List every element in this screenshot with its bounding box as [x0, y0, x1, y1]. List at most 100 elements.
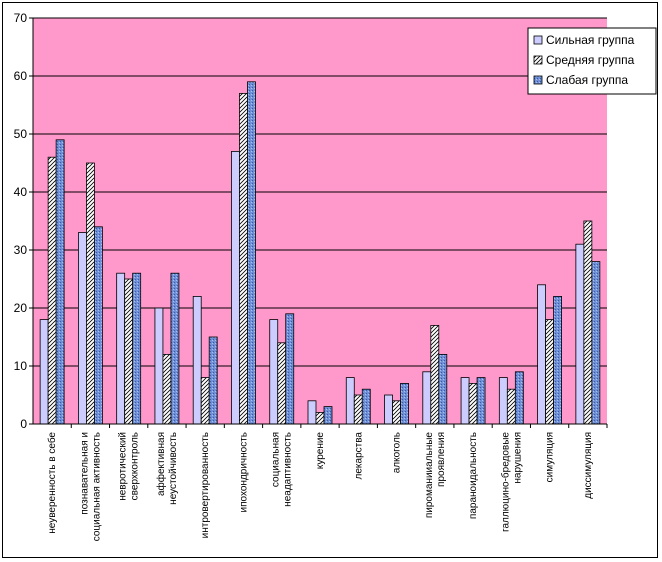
y-tick-label: 10: [14, 359, 28, 373]
bar: [86, 162, 95, 425]
x-tick-label: неуверенность в себе: [46, 432, 58, 534]
x-tick-label-line: неустойчивость: [168, 432, 179, 505]
x-tick-label: диссимуляция: [583, 432, 594, 499]
bar: [361, 388, 371, 425]
bar: [345, 377, 355, 425]
x-tick-label-line: симуляция: [545, 432, 556, 482]
x-tick-label-line: сверхконтроль: [130, 432, 141, 500]
bar: [476, 377, 486, 425]
x-tick-label: интровертированность: [200, 432, 211, 538]
legend-swatch: [533, 35, 543, 45]
bar: [392, 400, 401, 425]
bar: [116, 272, 126, 425]
bar: [55, 139, 65, 425]
bar: [154, 307, 164, 425]
bar: [438, 353, 448, 425]
x-tick-label: симуляция: [545, 432, 556, 482]
bar: [192, 295, 202, 425]
y-tick-label: 50: [14, 127, 28, 141]
bar: [506, 388, 516, 425]
y-tick-label: 20: [14, 301, 28, 315]
x-tick-label-line: невротический: [118, 432, 129, 501]
legend-box: [527, 27, 657, 95]
x-tick-label: аффективная неустойчивость: [155, 432, 179, 505]
bar: [353, 394, 363, 425]
bar: [537, 284, 546, 425]
bar: [124, 278, 134, 425]
x-tick-label: галлюцино-бредовые нарушения: [499, 432, 523, 532]
x-tick-label-line: нарушения: [512, 432, 523, 484]
x-tick-label-line: ипохондричность: [238, 432, 249, 513]
x-tick-label: параноидальность: [468, 432, 479, 519]
x-axis-labels: неуверенность в себе познавательная и соци…: [46, 432, 594, 542]
bar: [285, 313, 295, 425]
bar: [277, 342, 287, 425]
bar: [162, 353, 172, 425]
bar: [591, 261, 601, 425]
x-tick-label: познавательная и социальная активность: [79, 432, 102, 541]
y-tick-label: 30: [14, 243, 28, 257]
x-tick-label: невротический сверхконтроль: [118, 432, 141, 501]
x-tick-label-line: неадаптивность: [283, 432, 294, 507]
x-tick-label: курение: [315, 432, 326, 470]
bar: [47, 156, 57, 425]
x-tick-label-line: диссимуляция: [583, 432, 594, 499]
x-tick-label: ипохондричность: [238, 432, 249, 513]
bar: [94, 226, 103, 425]
legend-swatch: [533, 75, 543, 85]
bar: [422, 371, 432, 425]
x-tick-label-line: познавательная и: [79, 432, 90, 515]
legend-swatch: [533, 55, 543, 65]
bar: [514, 371, 524, 425]
x-tick-label-line: параноидальность: [468, 432, 479, 519]
y-tick-label: 60: [14, 69, 28, 83]
bar: [132, 272, 142, 425]
bar: [400, 382, 409, 425]
x-tick-label: пиромании­альные проявления: [424, 432, 447, 519]
bar: [545, 319, 554, 425]
x-tick-label: социальная неадаптивность: [271, 432, 294, 507]
x-tick-label-line: курение: [315, 432, 326, 470]
y-tick-label: 40: [14, 185, 28, 199]
bar: [468, 382, 478, 425]
bar: [315, 411, 325, 425]
x-tick-label-line: галлюцино-бредовые: [499, 432, 511, 532]
x-tick-label-line: интровертированность: [200, 432, 211, 538]
axes: [32, 18, 608, 428]
bar: [553, 295, 562, 425]
x-tick-label-line: лекарства: [353, 432, 364, 480]
y-axis-ticks: 0 10 20 30 40 50 60 70: [14, 11, 33, 431]
x-tick-label: алкоголь: [392, 432, 403, 473]
bar: [583, 220, 593, 425]
bar: [430, 324, 440, 425]
bar: [247, 81, 256, 425]
x-tick-label: лекарства: [353, 432, 364, 480]
bar: [460, 377, 470, 425]
y-tick-label: 70: [14, 11, 28, 25]
bar: [78, 232, 87, 425]
bar: [208, 336, 218, 425]
x-tick-label-line: неуверенность в себе: [46, 432, 58, 534]
bar: [498, 377, 508, 425]
bar: [231, 150, 240, 425]
x-tick-label-line: алкоголь: [392, 432, 403, 473]
bar: [307, 400, 317, 425]
x-tick-label-line: проявления: [436, 432, 447, 487]
legend: Сильная группа Средняя группа Слабая групп…: [527, 27, 657, 95]
legend-entry: Сильная группа: [546, 33, 635, 47]
bar: [170, 272, 180, 425]
bar: [384, 394, 393, 425]
bar: [39, 319, 49, 425]
x-tick-label-line: пиромании­альные: [424, 432, 435, 519]
bar: [269, 319, 279, 425]
bar: [323, 406, 333, 425]
bar: [239, 93, 248, 425]
x-tick-label-line: социальная активность: [91, 432, 102, 541]
legend-entry: Средняя группа: [546, 53, 635, 67]
x-tick-label-line: социальная: [271, 432, 282, 487]
legend-entry: Слабая группа: [546, 73, 628, 87]
bar: [575, 243, 585, 425]
y-tick-label: 0: [20, 417, 27, 431]
bar: [200, 377, 210, 425]
